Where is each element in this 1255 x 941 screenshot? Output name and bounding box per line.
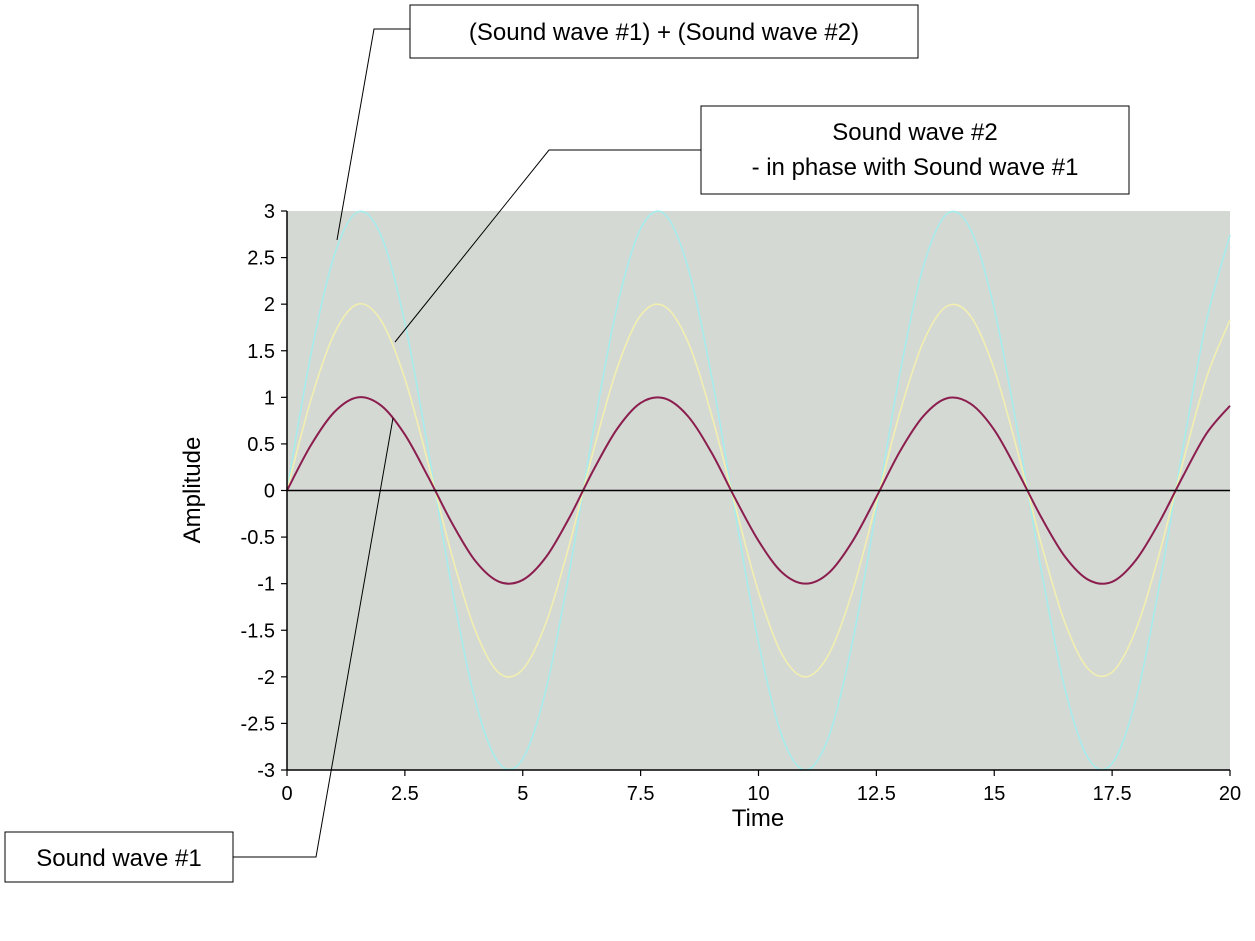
y-tick-label: -0.5 [241, 527, 275, 549]
series-line-3 [286, 210, 1231, 771]
callout-wave2: Sound wave #2 - in phase with Sound wave… [394, 105, 1130, 343]
y-tick-label: 0.5 [247, 434, 275, 456]
y-tick-label: -2 [257, 667, 275, 689]
y-tick-label: 0 [264, 481, 275, 503]
x-tick-label: 10 [747, 783, 769, 805]
x-tick-label: 17.5 [1093, 783, 1132, 805]
x-tick-label: 7.5 [627, 783, 655, 805]
callout-sum-text: (Sound wave #1) + (Sound wave #2) [469, 19, 859, 46]
y-tick-label: 2 [264, 294, 275, 316]
y-tick-label: 1.5 [247, 341, 275, 363]
callout-sum: (Sound wave #1) + (Sound wave #2) [336, 4, 919, 241]
axes-layer: 3 2.5 2 1.5 1 0.5 0 -0.5 -1 -1.5 -2 -2.5 -3 0 2.5 5 7.5 1… [241, 201, 1242, 805]
x-tick-label: 0 [281, 783, 292, 805]
y-tick-label: -3 [257, 760, 275, 782]
y-tick-label: -2.5 [241, 713, 275, 735]
x-tick-label: 5 [517, 783, 528, 805]
callout-wave2-line1: Sound wave #2 [832, 119, 997, 146]
callout-wave1-text: Sound wave #1 [36, 845, 201, 872]
y-tick-label: 1 [264, 387, 275, 409]
x-tick-label: 15 [983, 783, 1005, 805]
series-line-2 [286, 302, 1231, 678]
y-tick-label: -1 [257, 574, 275, 596]
callout-wave2-line2: - in phase with Sound wave #1 [752, 154, 1079, 181]
series-line-1 [286, 396, 1231, 585]
y-tick-label: -1.5 [241, 620, 275, 642]
x-tick-label: 2.5 [391, 783, 419, 805]
callout-wave1: Sound wave #1 [4, 417, 394, 883]
x-tick-label: 12.5 [857, 783, 896, 805]
y-tick-label: 2.5 [247, 248, 275, 270]
y-tick-label: 3 [264, 201, 275, 223]
y-axis-title: Amplitude [179, 437, 206, 544]
x-axis-title: Time [732, 805, 784, 832]
series-layer [286, 210, 1231, 771]
x-tick-label: 20 [1219, 783, 1241, 805]
